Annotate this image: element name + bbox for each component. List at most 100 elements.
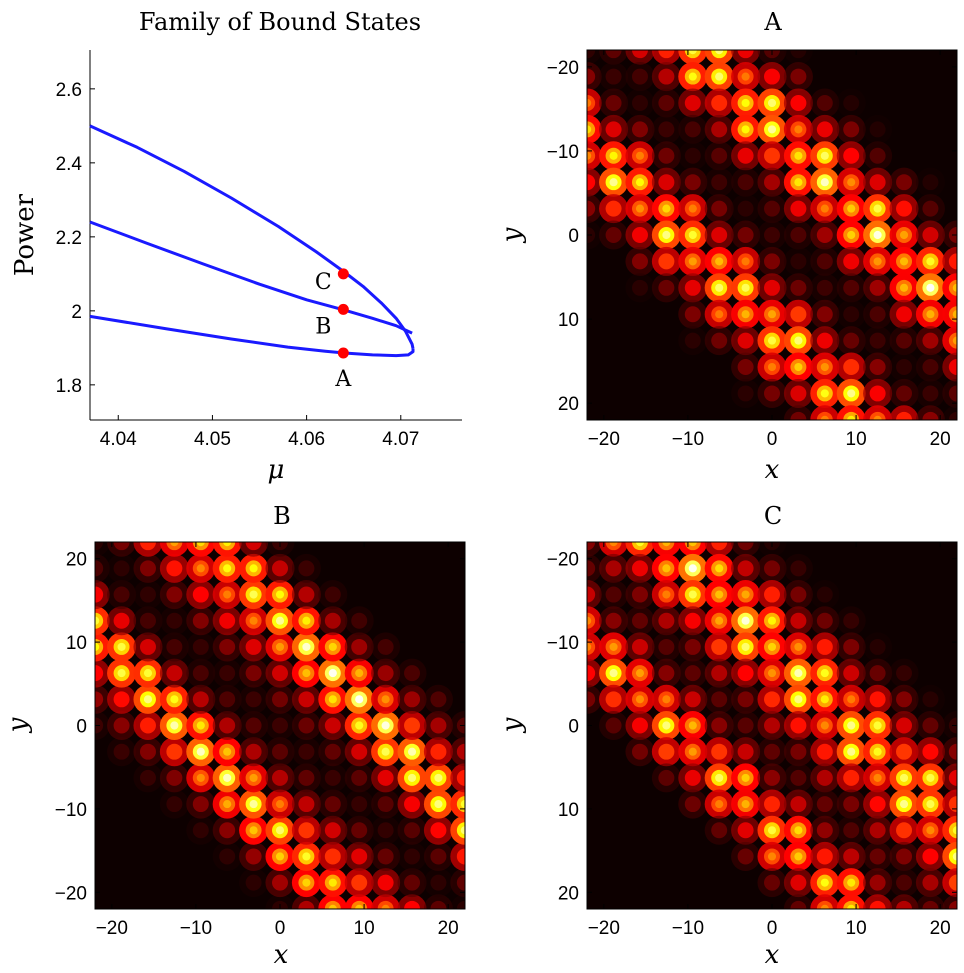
lattice-site (869, 332, 886, 349)
lattice-peak (715, 257, 724, 266)
lattice-site (587, 200, 596, 217)
lattice-site (764, 147, 780, 164)
lattice-site (843, 665, 860, 682)
lattice-peak (820, 204, 829, 213)
lattice-peak (767, 852, 777, 861)
lattice-site (790, 385, 807, 402)
lattice-peak (952, 852, 957, 861)
lattice-peak (767, 362, 777, 372)
lattice-site (631, 94, 648, 111)
lattice-site (896, 848, 913, 865)
lattice-site (764, 253, 780, 270)
lattice-site (587, 665, 596, 682)
lattice-site (684, 174, 701, 191)
lattice-site (456, 743, 465, 760)
lattice-site (192, 665, 209, 682)
lattice-site (192, 586, 209, 603)
lattice-site (869, 306, 886, 323)
lattice-peak (609, 669, 618, 678)
lattice-peak (715, 800, 724, 809)
lattice-site (737, 691, 754, 708)
lattice-site (764, 796, 780, 813)
lattice-site (948, 743, 957, 760)
lattice-peak (847, 747, 856, 756)
lattice-site (324, 769, 341, 786)
lattice-peak (275, 590, 285, 599)
lattice-peak (926, 257, 935, 266)
lattice-site (587, 68, 596, 85)
lattice-peak (794, 669, 803, 678)
x-tick-label: 0 (275, 918, 286, 939)
x-tick-label: −20 (96, 918, 128, 939)
lattice-site (896, 385, 913, 402)
lattice-site (351, 612, 368, 629)
lattice-site (764, 279, 780, 296)
lattice-site (113, 691, 130, 708)
lattice-site (245, 743, 262, 760)
lattice-site (351, 743, 368, 760)
lattice-peak (688, 204, 697, 213)
lattice-site (922, 200, 939, 217)
x-tick-label: −20 (588, 429, 620, 450)
lattice-site (711, 743, 728, 760)
lattice-site (631, 560, 648, 577)
lattice-site (456, 874, 465, 891)
lattice-site (896, 174, 913, 191)
lattice-site (896, 200, 913, 217)
lattice-site (95, 586, 104, 603)
lattice-site (192, 638, 209, 655)
lattice-site (631, 717, 648, 734)
lattice-site (377, 638, 394, 655)
lattice-site (790, 227, 807, 243)
lattice-site (816, 822, 833, 839)
x-tick-label: 4.06 (288, 429, 325, 450)
lattice-site (139, 586, 156, 603)
lattice-peak (302, 878, 311, 887)
lattice-site (272, 769, 288, 786)
lattice-site (737, 665, 754, 682)
lattice-site (658, 253, 675, 270)
x-tick-label: −10 (672, 918, 704, 939)
lattice-site (764, 560, 780, 577)
lattice-peak (873, 204, 882, 213)
x-tick-label: −20 (588, 918, 620, 939)
marker-point-a (337, 347, 349, 359)
lattice-site (219, 691, 236, 708)
lattice-site (948, 359, 957, 376)
lattice-peak (873, 773, 882, 782)
lattice-site (869, 665, 886, 682)
lattice-peak (794, 125, 803, 134)
lattice-peak (847, 178, 856, 187)
lattice-site (764, 68, 780, 85)
lattice-peak (899, 283, 909, 292)
lattice-site (631, 227, 648, 243)
lattice-peak (741, 800, 750, 809)
lattice-peak (741, 72, 750, 81)
lattice-peak (434, 800, 443, 809)
lattice-site (816, 279, 833, 296)
lattice-peak (847, 230, 856, 240)
lattice-site (324, 796, 341, 813)
lattice-peak (407, 773, 417, 782)
lattice-peak (794, 695, 803, 704)
lattice-peak (873, 230, 882, 240)
heatmap-a-x-label: x (765, 455, 780, 485)
lattice-peak (873, 747, 882, 756)
lattice-site (684, 769, 701, 786)
lattice-site (456, 769, 465, 786)
lattice-site (605, 691, 622, 708)
lattice-site (737, 385, 754, 402)
lattice-peak (688, 590, 697, 599)
lattice-site (711, 121, 728, 138)
lattice-peak (302, 852, 311, 861)
lattice-site (843, 638, 860, 655)
x-tick-label: 4.07 (382, 429, 419, 450)
lattice-site (351, 874, 368, 891)
y-tick-label: 2.2 (56, 228, 82, 249)
lattice-site (245, 542, 262, 551)
lattice-site (764, 174, 780, 191)
lattice-peak (767, 98, 777, 108)
lattice-peak (223, 564, 232, 573)
lattice-site (377, 874, 394, 891)
lattice-site (456, 900, 465, 909)
